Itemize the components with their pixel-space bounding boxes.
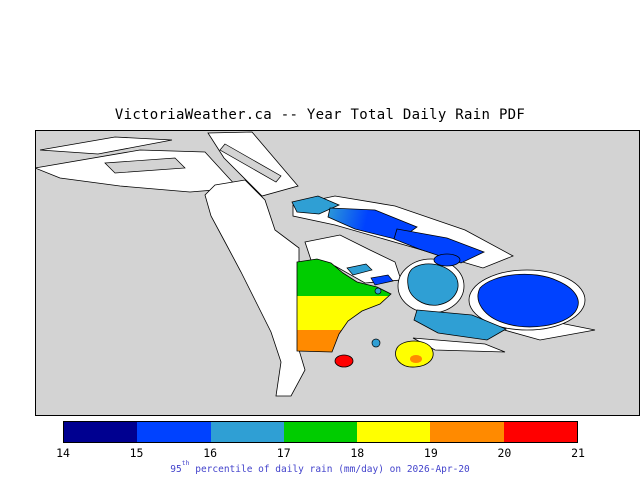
- rain-region-ne-islet: [433, 253, 461, 267]
- colorbar-segment: [430, 422, 504, 442]
- page-title: VictoriaWeather.ca -- Year Total Daily R…: [114, 107, 526, 123]
- colorbar-segment: [503, 422, 577, 442]
- rain-region-south-island-core: [410, 355, 422, 363]
- colorbar-segment: [357, 422, 431, 442]
- colorbar-segment: [64, 422, 138, 442]
- caption-superscript: th: [181, 459, 190, 467]
- colorbar-tick-label: 16: [203, 446, 218, 460]
- colorbar-tick-label: 15: [129, 446, 144, 460]
- colorbar-tick-label: 17: [276, 446, 291, 460]
- colorbar-tick-label: 20: [497, 446, 512, 460]
- colorbar-segment: [137, 422, 211, 442]
- colorbar-tick-label: 21: [571, 446, 585, 460]
- rain-region-ne-chain: [393, 228, 486, 264]
- rain-region-east-island: [477, 273, 579, 328]
- coast-inner-sliver: [219, 143, 282, 183]
- caption-value: 95: [170, 464, 182, 476]
- caption-text: percentile of daily rain (mm/day) on 202…: [189, 464, 470, 476]
- rain-region-se-island: [413, 309, 507, 341]
- rain-region-islet-a: [346, 263, 373, 276]
- inlet-region: [204, 179, 306, 397]
- colorbar-ticks: 14 15 16 17 18 19 20 21: [56, 446, 585, 460]
- rain-region-south-island: [395, 340, 434, 368]
- rain-region-hotspot: [334, 354, 354, 368]
- rain-region-nw-sliver: [291, 195, 340, 215]
- rain-region-peninsula: [296, 258, 392, 353]
- coast-region: [39, 136, 173, 155]
- rain-region-islet-b: [370, 274, 394, 286]
- colorbar-tick-label: 19: [423, 446, 438, 460]
- coast-inner-sliver: [104, 157, 186, 174]
- rain-region-islet-c: [374, 287, 382, 295]
- rain-map: [35, 130, 640, 416]
- colorbar-segment: [210, 422, 284, 442]
- rain-region-islet-d: [371, 338, 381, 348]
- colorbar: [63, 421, 578, 443]
- rain-region-central-island: [407, 263, 459, 306]
- caption: 95th percentile of daily rain (mm/day) o…: [0, 459, 640, 476]
- colorbar-segment: [283, 422, 358, 442]
- colorbar-tick-label: 14: [56, 446, 70, 460]
- colorbar-tick-label: 18: [350, 446, 365, 460]
